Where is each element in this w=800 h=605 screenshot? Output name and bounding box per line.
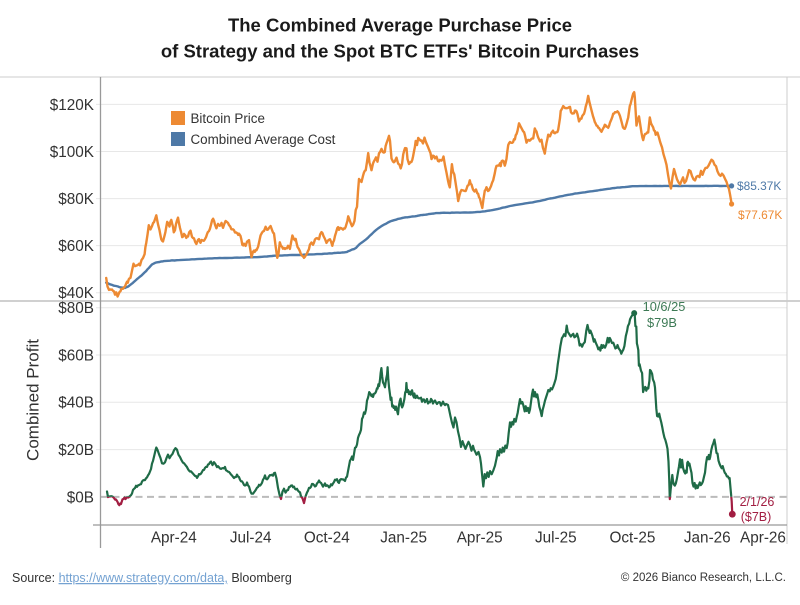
svg-text:10/6/25: 10/6/25	[643, 299, 686, 314]
svg-text:$80K: $80K	[58, 191, 95, 208]
svg-text:Oct-24: Oct-24	[304, 529, 350, 546]
svg-text:The Combined Average Purchase: The Combined Average Purchase Price	[228, 15, 572, 36]
svg-text:$80B: $80B	[58, 300, 94, 317]
svg-text:Combined Average Cost: Combined Average Cost	[191, 132, 336, 147]
svg-text:Jul-25: Jul-25	[535, 529, 577, 546]
svg-text:$0B: $0B	[67, 489, 94, 506]
svg-text:Bitcoin Price: Bitcoin Price	[191, 111, 265, 126]
svg-text:Source: https://www.strategy.c: Source: https://www.strategy.com/data, B…	[12, 571, 292, 585]
svg-text:Jul-24: Jul-24	[230, 529, 272, 546]
svg-text:$79B: $79B	[647, 315, 677, 330]
svg-text:$60B: $60B	[58, 347, 94, 364]
svg-text:$77.67K: $77.67K	[738, 208, 782, 222]
svg-text:© 2026 Bianco Research, L.L.C.: © 2026 Bianco Research, L.L.C.	[621, 572, 786, 584]
svg-text:Apr-24: Apr-24	[151, 529, 197, 546]
svg-text:Combined Profit: Combined Profit	[24, 339, 43, 461]
svg-text:($7B): ($7B)	[741, 510, 772, 524]
svg-text:$85.37K: $85.37K	[737, 179, 781, 193]
svg-text:$20B: $20B	[58, 442, 94, 459]
svg-text:Apr-25: Apr-25	[457, 529, 503, 546]
svg-text:Jan-25: Jan-25	[380, 529, 427, 546]
svg-text:Jan-26: Jan-26	[684, 529, 731, 546]
svg-text:$100K: $100K	[50, 144, 95, 161]
svg-text:of Strategy and the Spot BTC E: of Strategy and the Spot BTC ETFs' Bitco…	[161, 41, 639, 62]
svg-text:Oct-25: Oct-25	[609, 529, 655, 546]
svg-text:$60K: $60K	[58, 238, 95, 255]
svg-text:$40K: $40K	[58, 285, 95, 302]
svg-text:Apr-26: Apr-26	[740, 529, 786, 546]
svg-text:$40B: $40B	[58, 395, 94, 412]
svg-text:2/1/26: 2/1/26	[740, 495, 775, 509]
svg-text:$120K: $120K	[50, 97, 95, 114]
